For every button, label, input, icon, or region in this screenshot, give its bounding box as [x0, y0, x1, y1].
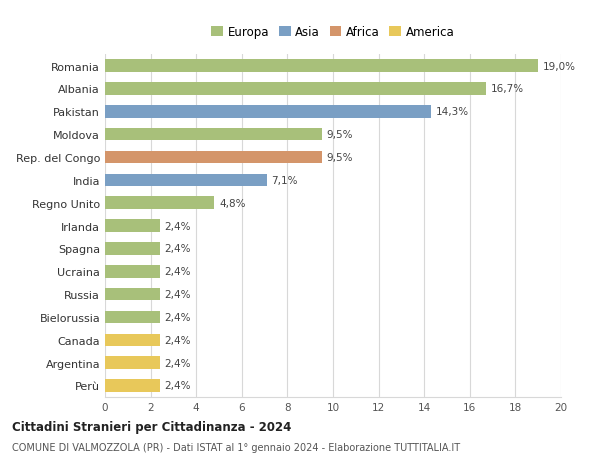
- Text: 2,4%: 2,4%: [164, 358, 191, 368]
- Bar: [105, 60, 538, 73]
- Text: 2,4%: 2,4%: [164, 290, 191, 299]
- Bar: [105, 357, 160, 369]
- Bar: [105, 243, 160, 255]
- Bar: [105, 380, 160, 392]
- Text: 14,3%: 14,3%: [436, 107, 469, 117]
- Legend: Europa, Asia, Africa, America: Europa, Asia, Africa, America: [208, 22, 458, 42]
- Text: 2,4%: 2,4%: [164, 244, 191, 254]
- Text: 2,4%: 2,4%: [164, 335, 191, 345]
- Bar: [105, 174, 267, 187]
- Text: 2,4%: 2,4%: [164, 381, 191, 391]
- Text: 9,5%: 9,5%: [326, 153, 353, 162]
- Text: Cittadini Stranieri per Cittadinanza - 2024: Cittadini Stranieri per Cittadinanza - 2…: [12, 420, 292, 433]
- Text: 2,4%: 2,4%: [164, 267, 191, 277]
- Bar: [105, 220, 160, 232]
- Bar: [105, 197, 214, 209]
- Text: 4,8%: 4,8%: [219, 198, 245, 208]
- Bar: [105, 151, 322, 164]
- Bar: [105, 106, 431, 118]
- Text: 16,7%: 16,7%: [490, 84, 523, 94]
- Text: 2,4%: 2,4%: [164, 312, 191, 322]
- Text: 19,0%: 19,0%: [543, 62, 576, 72]
- Bar: [105, 83, 486, 95]
- Text: 2,4%: 2,4%: [164, 221, 191, 231]
- Text: 9,5%: 9,5%: [326, 130, 353, 140]
- Text: COMUNE DI VALMOZZOLA (PR) - Dati ISTAT al 1° gennaio 2024 - Elaborazione TUTTITA: COMUNE DI VALMOZZOLA (PR) - Dati ISTAT a…: [12, 442, 460, 452]
- Text: 7,1%: 7,1%: [271, 175, 298, 185]
- Bar: [105, 129, 322, 141]
- Bar: [105, 311, 160, 324]
- Bar: [105, 334, 160, 346]
- Bar: [105, 265, 160, 278]
- Bar: [105, 288, 160, 301]
